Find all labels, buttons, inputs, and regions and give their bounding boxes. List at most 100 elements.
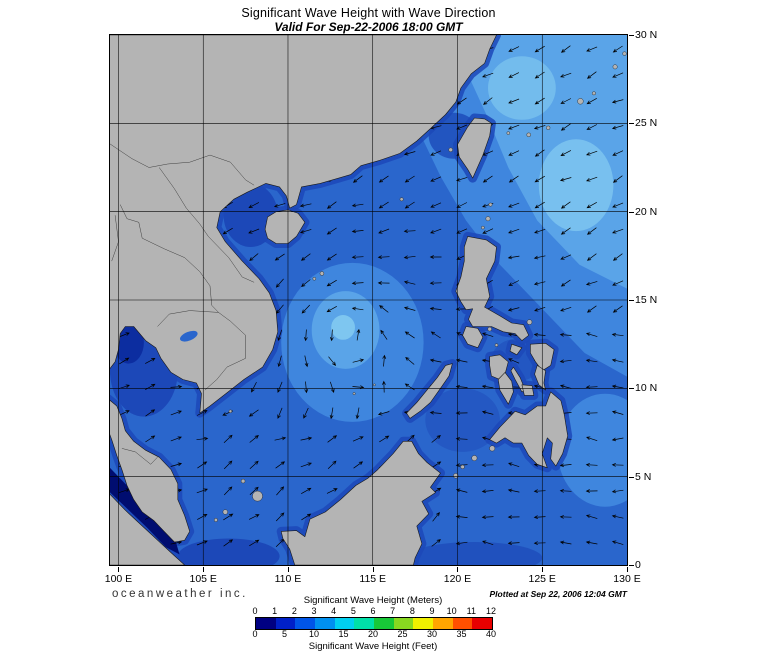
lat-label: 15 N bbox=[635, 294, 658, 306]
lon-tick bbox=[372, 566, 374, 572]
country-border bbox=[156, 309, 219, 327]
country-border bbox=[204, 311, 246, 390]
storm-center bbox=[330, 314, 355, 340]
landmass bbox=[509, 343, 522, 355]
lon-label: 100 E bbox=[104, 573, 133, 585]
island bbox=[319, 270, 324, 276]
lon-tick bbox=[203, 566, 205, 572]
island bbox=[399, 196, 403, 201]
legend-color-segment bbox=[472, 618, 493, 629]
legend-color-segment bbox=[393, 618, 414, 629]
country-border bbox=[119, 203, 219, 313]
lon-tick bbox=[627, 566, 628, 572]
legend-color-segment bbox=[275, 618, 296, 629]
landmass bbox=[488, 391, 568, 468]
lat-tick bbox=[628, 388, 634, 390]
legend-tick-label: 10 bbox=[308, 629, 319, 639]
country-border bbox=[158, 166, 254, 283]
legend-meters-title: Significant Wave Height (Meters) bbox=[303, 595, 443, 606]
legend-tick-label: 9 bbox=[429, 606, 435, 616]
lat-label: 5 N bbox=[635, 470, 652, 483]
island bbox=[480, 225, 485, 229]
lat-tick bbox=[628, 565, 634, 566]
legend-tick-label: 1 bbox=[272, 606, 278, 616]
landmass bbox=[510, 366, 526, 392]
legend-tick-label: 8 bbox=[409, 606, 415, 616]
island bbox=[621, 51, 627, 56]
legend-tick-label: 35 bbox=[456, 629, 467, 639]
landmass bbox=[405, 362, 453, 419]
legend-color-segment bbox=[374, 618, 394, 629]
chart-subtitle: Valid For Sep-22-2006 18:00 GMT bbox=[274, 20, 463, 34]
country-border bbox=[121, 447, 158, 465]
lon-label: 110 E bbox=[274, 573, 302, 585]
tonle-sap-lake bbox=[179, 330, 198, 342]
island bbox=[526, 318, 532, 325]
legend-feet-title: Significant Wave Height (Feet) bbox=[308, 641, 438, 652]
legend-tick-label: 30 bbox=[426, 629, 437, 639]
legend-tick-label: 40 bbox=[485, 629, 496, 639]
lon-tick bbox=[118, 566, 120, 572]
brand-text: oceanweather inc. bbox=[112, 588, 248, 600]
island bbox=[485, 215, 490, 221]
landmass bbox=[461, 325, 483, 348]
island bbox=[251, 490, 263, 501]
legend-tick-label: 5 bbox=[350, 606, 356, 616]
island bbox=[213, 517, 218, 522]
legend-color-segment bbox=[256, 618, 276, 629]
landmass bbox=[533, 364, 546, 390]
wave-height-region bbox=[538, 138, 613, 231]
landmass bbox=[456, 117, 492, 178]
wave-height-region bbox=[487, 55, 556, 120]
island bbox=[240, 478, 245, 483]
lat-label: 20 N bbox=[635, 205, 658, 218]
legend-tick-label: 0 bbox=[252, 629, 258, 639]
legend-tick-label: 25 bbox=[397, 629, 408, 639]
legend-tick-label: 4 bbox=[331, 606, 337, 616]
wave-height-region bbox=[406, 541, 542, 565]
legend-feet-ticks: 0 5 10 15 20 25 30 35 40 bbox=[252, 629, 496, 639]
legend-tick-label: 6 bbox=[370, 606, 376, 616]
legend-meters-ticks: 0 1 2 3 4 5 6 7 8 9 10 11 12 bbox=[252, 606, 496, 616]
chart-title: Significant Wave Height with Wave Direct… bbox=[241, 6, 496, 20]
landmass bbox=[109, 399, 190, 542]
legend-color-segment bbox=[315, 618, 335, 629]
lat-tick bbox=[628, 35, 634, 36]
island bbox=[526, 132, 531, 137]
island bbox=[545, 125, 550, 130]
lon-label: 125 E bbox=[528, 573, 556, 585]
legend-tick-label: 20 bbox=[367, 629, 378, 639]
landmass bbox=[521, 383, 534, 396]
lat-label: 30 N bbox=[635, 29, 658, 41]
legend-color-segment bbox=[334, 618, 355, 629]
legend-color-segment bbox=[452, 618, 473, 629]
lon-tick bbox=[542, 566, 544, 572]
island bbox=[228, 409, 232, 413]
legend-color-segment bbox=[433, 618, 453, 629]
island bbox=[372, 383, 376, 386]
island bbox=[591, 90, 596, 95]
lat-tick bbox=[628, 211, 634, 213]
lon-tick bbox=[287, 566, 289, 572]
legend-color-segment bbox=[413, 618, 434, 629]
lon-label: 130 E bbox=[613, 573, 641, 585]
lat-tick bbox=[628, 476, 634, 478]
legend-color-segment bbox=[354, 618, 375, 629]
landmass bbox=[264, 209, 305, 244]
plotted-timestamp: Plotted at Sep 22, 2006 12:04 GMT bbox=[489, 589, 627, 599]
island bbox=[460, 464, 465, 469]
island bbox=[612, 63, 617, 69]
wave-height-region bbox=[557, 393, 627, 507]
map-svg bbox=[109, 34, 627, 565]
legend-tick-label: 10 bbox=[446, 606, 457, 616]
map bbox=[108, 33, 628, 566]
lat-label: 10 N bbox=[635, 382, 658, 395]
island bbox=[222, 508, 228, 515]
island bbox=[452, 472, 458, 478]
legend-tick-label: 12 bbox=[485, 606, 496, 616]
legend-color-segment bbox=[295, 618, 316, 629]
lon-tick bbox=[457, 566, 459, 572]
island bbox=[488, 444, 495, 451]
legend-tick-label: 5 bbox=[281, 629, 287, 639]
